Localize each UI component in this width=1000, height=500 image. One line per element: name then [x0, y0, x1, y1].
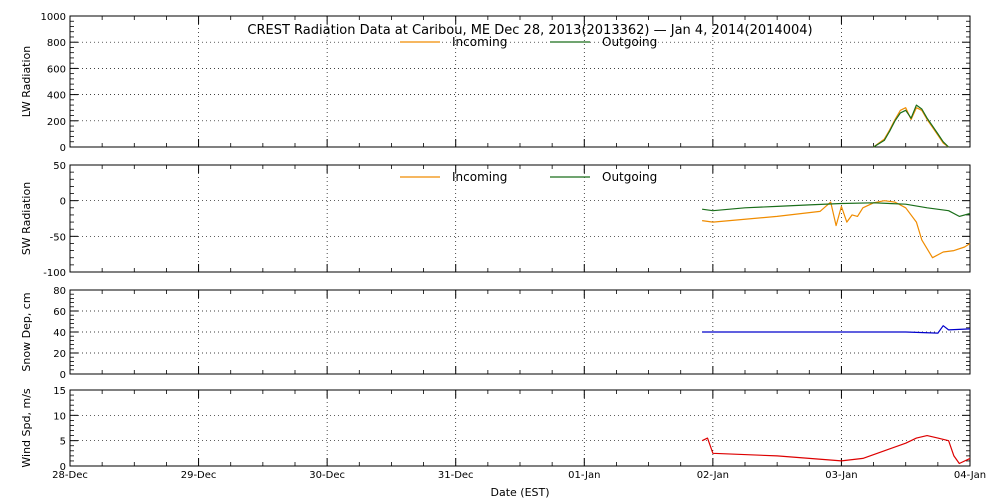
legend-label: Incoming — [452, 170, 507, 184]
series-line-incoming — [873, 107, 949, 148]
y-axis-label: SW Radiation — [20, 182, 33, 255]
legend-label: Outgoing — [602, 170, 657, 184]
y-tick-label: 400 — [47, 91, 66, 102]
y-tick-label: -50 — [50, 232, 66, 243]
x-tick-label: 29-Dec — [181, 470, 217, 481]
panel-4: 0 5 10 15 Wind Spd, m/s 28-Dec 29-Dec 30-Dec 31-… — [20, 386, 986, 499]
x-tick-label: 04-Jan — [954, 470, 986, 481]
series-line-data — [702, 325, 971, 334]
y-tick-label: 0 — [60, 143, 66, 154]
plot-frame — [69, 389, 971, 467]
x-tick-label: 01-Jan — [568, 470, 600, 481]
y-tick-label: 15 — [53, 386, 66, 397]
y-axis-label: Snow Dep, cm — [20, 292, 33, 371]
y-tick-label: 10 — [53, 411, 66, 422]
y-tick-label: 600 — [47, 64, 66, 75]
y-tick-label: 50 — [53, 161, 66, 172]
y-tick-label: 800 — [47, 38, 66, 49]
series-line-incoming — [702, 200, 971, 259]
plot-frame — [69, 289, 971, 375]
y-axis-label: Wind Spd, m/s — [20, 388, 33, 468]
chart-title: CREST Radiation Data at Caribou, ME Dec … — [247, 23, 812, 38]
y-tick-label: -100 — [43, 268, 66, 279]
y-tick-label: 60 — [53, 307, 66, 318]
y-tick-label: 0 — [60, 462, 66, 473]
series-line-outgoing — [873, 104, 950, 148]
y-tick-label: 20 — [53, 349, 66, 360]
y-tick-label: 1000 — [41, 12, 66, 23]
legend-label: Incoming — [452, 35, 507, 49]
x-tick-label: 02-Jan — [697, 470, 729, 481]
series-line-outgoing — [702, 202, 971, 217]
panel-1: 0 200 400 600 800 1000 LW Radiation Incoming Out… — [20, 12, 971, 154]
plot-frame — [69, 15, 971, 148]
y-tick-label: 80 — [53, 286, 66, 297]
x-tick-label: 28-Dec — [52, 470, 88, 481]
x-axis-label: Date (EST) — [490, 486, 549, 499]
plot-frame — [69, 164, 971, 273]
series-line-data — [701, 435, 971, 465]
panel-3: 0 20 40 60 80 Snow Dep, cm — [20, 286, 971, 381]
x-tick-label: 31-Dec — [438, 470, 474, 481]
x-tick-label: 30-Dec — [309, 470, 345, 481]
y-axis-label: LW Radiation — [20, 46, 33, 118]
y-tick-label: 0 — [60, 197, 66, 208]
y-tick-label: 40 — [53, 328, 66, 339]
panel-2: -100 -50 0 50 SW Radiation Incoming Outgoing — [20, 161, 971, 279]
y-tick-label: 200 — [47, 117, 66, 128]
legend-label: Outgoing — [602, 35, 657, 49]
x-tick-label: 03-Jan — [825, 470, 857, 481]
y-tick-label: 5 — [60, 437, 66, 448]
y-tick-label: 0 — [60, 370, 66, 381]
